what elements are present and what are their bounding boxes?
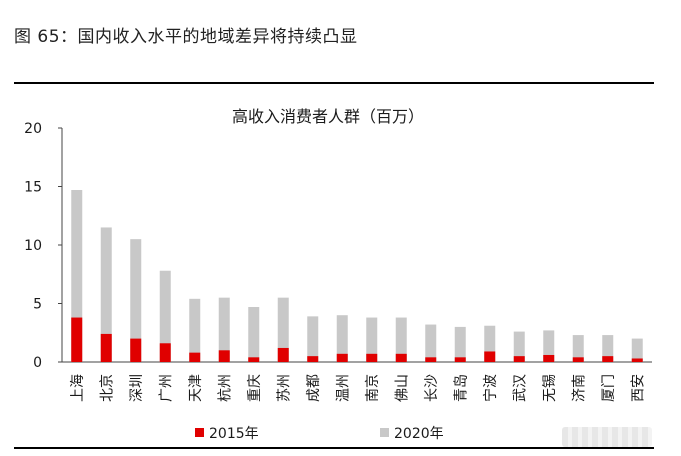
x-tick-label: 北京 — [99, 374, 115, 402]
bar-2015 — [130, 338, 142, 362]
bar-2020 — [454, 326, 466, 362]
bar-2015 — [602, 356, 614, 362]
legend-label: 2020年 — [394, 426, 444, 442]
bar-2015 — [189, 352, 201, 362]
bar-2015 — [336, 353, 348, 362]
bar-2020 — [631, 338, 643, 362]
top-rule — [14, 82, 654, 84]
x-tick-label: 佛山 — [394, 374, 410, 402]
x-tick-label: 青岛 — [453, 374, 469, 402]
legend-swatch — [195, 428, 204, 437]
bar-2020 — [100, 227, 112, 362]
x-tick-label: 温州 — [335, 374, 351, 402]
y-tick-label: 15 — [24, 180, 42, 196]
x-tick-label: 成都 — [306, 374, 322, 402]
bar-2020 — [543, 330, 555, 362]
x-tick-label: 重庆 — [247, 374, 263, 402]
legend-swatch — [380, 428, 389, 437]
bar-2015 — [248, 357, 260, 362]
x-tick-label: 南京 — [365, 374, 381, 402]
bar-2020 — [513, 331, 525, 362]
bar-2020 — [602, 335, 614, 362]
bar-2015 — [395, 353, 407, 362]
bar-2020 — [159, 270, 171, 362]
x-tick-label: 长沙 — [424, 374, 440, 402]
bar-2015 — [572, 357, 584, 362]
x-tick-label: 苏州 — [276, 374, 292, 402]
x-tick-label: 西安 — [630, 374, 646, 402]
bar-2020 — [189, 298, 201, 362]
bar-2015 — [159, 343, 171, 362]
bar-2020 — [130, 239, 142, 362]
watermark — [562, 427, 652, 447]
bar-2020 — [425, 324, 437, 362]
bar-2015 — [100, 333, 112, 362]
bar-2015 — [513, 356, 525, 362]
x-tick-label: 武汉 — [512, 374, 528, 402]
bar-2020 — [71, 190, 83, 362]
y-tick-label: 0 — [33, 355, 42, 371]
bottom-rule — [14, 447, 654, 449]
bar-2015 — [631, 358, 643, 362]
bar-2020 — [336, 315, 348, 362]
bar-2015 — [307, 356, 319, 362]
figure-caption: 图 65：国内收入水平的地域差异将持续凸显 — [14, 27, 358, 47]
bar-2015 — [218, 350, 230, 362]
y-tick-label: 10 — [24, 238, 42, 254]
x-tick-label: 无锡 — [542, 374, 558, 402]
bar-2015 — [543, 354, 555, 362]
bar-2020 — [484, 325, 496, 362]
legend-label: 2015年 — [209, 426, 259, 442]
bar-2015 — [454, 357, 466, 362]
bar-2020 — [248, 307, 260, 362]
x-tick-label: 济南 — [571, 374, 587, 402]
bar-2020 — [277, 297, 289, 362]
bar-2020 — [366, 317, 378, 362]
bar-2015 — [277, 347, 289, 362]
bar-2020 — [395, 317, 407, 362]
bar-2020 — [572, 335, 584, 362]
chart-title: 高收入消费者人群（百万） — [232, 107, 424, 126]
y-tick-label: 5 — [33, 297, 42, 313]
x-tick-label: 杭州 — [217, 374, 233, 402]
x-tick-label: 上海 — [70, 374, 86, 402]
bar-2015 — [366, 353, 378, 362]
x-tick-label: 厦门 — [601, 374, 617, 402]
x-tick-label: 深圳 — [129, 374, 145, 402]
bar-2015 — [484, 351, 496, 362]
bar-2015 — [71, 317, 83, 362]
x-tick-label: 广州 — [158, 374, 174, 402]
y-tick-label: 20 — [24, 121, 42, 137]
x-tick-label: 天津 — [188, 374, 204, 402]
x-tick-label: 宁波 — [482, 374, 499, 402]
bar-2020 — [307, 316, 319, 362]
bar-2020 — [218, 297, 230, 362]
bar-2015 — [425, 357, 437, 362]
